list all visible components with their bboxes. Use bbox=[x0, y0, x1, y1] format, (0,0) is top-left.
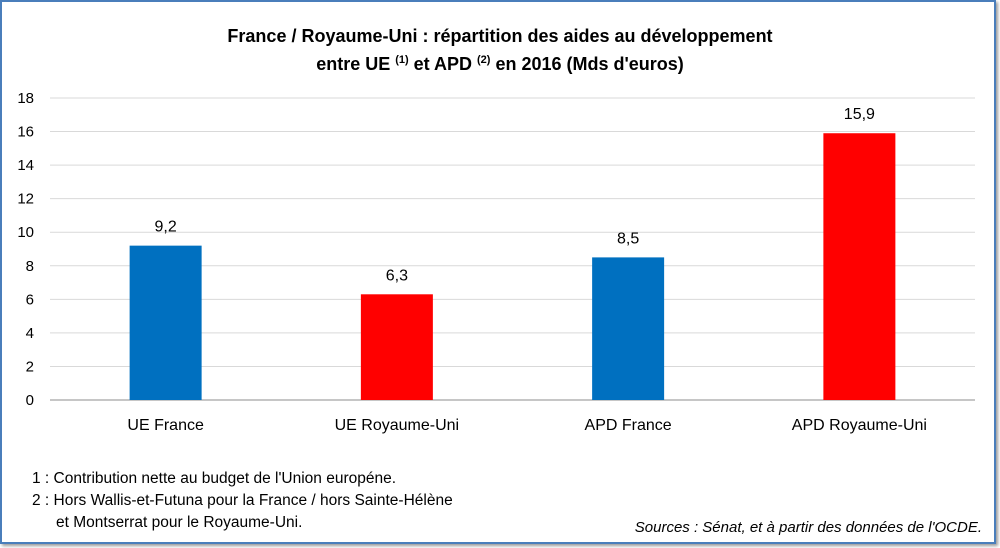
bar bbox=[129, 245, 202, 400]
x-tick-label: UE Royaume-Uni bbox=[335, 417, 459, 434]
gridlines bbox=[50, 97, 975, 401]
y-tick-label: 16 bbox=[17, 124, 34, 141]
chart-title-line2: entre UE (1) et APD (2) en 2016 (Mds d'e… bbox=[0, 48, 1000, 76]
y-tick-label: 14 bbox=[17, 157, 34, 174]
x-tick-label: APD Royaume-Uni bbox=[792, 417, 927, 434]
chart-title-line2-post: en 2016 (Mds d'euros) bbox=[490, 54, 684, 74]
y-tick-label: 8 bbox=[26, 258, 34, 275]
y-tick-label: 6 bbox=[26, 291, 34, 308]
bar bbox=[592, 257, 665, 400]
footnotes: 1 : Contribution nette au budget de l'Un… bbox=[32, 468, 453, 534]
bar bbox=[823, 133, 896, 400]
x-tick-label: UE France bbox=[127, 417, 204, 434]
data-label: 6,3 bbox=[386, 267, 408, 284]
y-tick-label: 12 bbox=[17, 191, 34, 208]
chart-title-line2-mid: et APD bbox=[408, 54, 478, 74]
footnote-ref-2: (2) bbox=[477, 54, 491, 66]
data-label: 9,2 bbox=[155, 219, 177, 236]
x-tick-labels: UE France UE Royaume-Uni APD France APD Roy… bbox=[127, 417, 927, 434]
sources-note: Sources : Sénat, et à partir des données… bbox=[634, 519, 982, 536]
y-tick-label: 2 bbox=[26, 358, 34, 375]
data-label: 15,9 bbox=[844, 106, 875, 123]
chart-title: France / Royaume-Uni : répartition des a… bbox=[0, 24, 1000, 76]
chart-title-line1: France / Royaume-Uni : répartition des a… bbox=[227, 26, 773, 46]
footnote-1: 1 : Contribution nette au budget de l'Un… bbox=[32, 470, 397, 487]
x-tick-label: APD France bbox=[585, 417, 672, 434]
y-tick-label: 10 bbox=[17, 224, 34, 241]
chart-title-line2-pre: entre UE bbox=[316, 54, 396, 74]
data-labels: 9,2 6,3 8,5 15,9 bbox=[155, 106, 876, 284]
data-label: 8,5 bbox=[617, 230, 639, 247]
bar bbox=[360, 294, 433, 400]
y-tick-label: 18 bbox=[17, 90, 34, 107]
y-tick-labels: 0 2 4 6 8 10 12 14 16 18 bbox=[17, 90, 34, 409]
footnote-2-line1: 2 : Hors Wallis-et-Futuna pour la France… bbox=[32, 492, 453, 509]
footnote-ref-1: (1) bbox=[395, 54, 409, 66]
footnote-2-line2: et Montserrat pour le Royaume-Uni. bbox=[56, 514, 303, 531]
bars bbox=[129, 133, 896, 400]
y-tick-label: 4 bbox=[26, 325, 34, 342]
y-tick-label: 0 bbox=[26, 392, 34, 409]
